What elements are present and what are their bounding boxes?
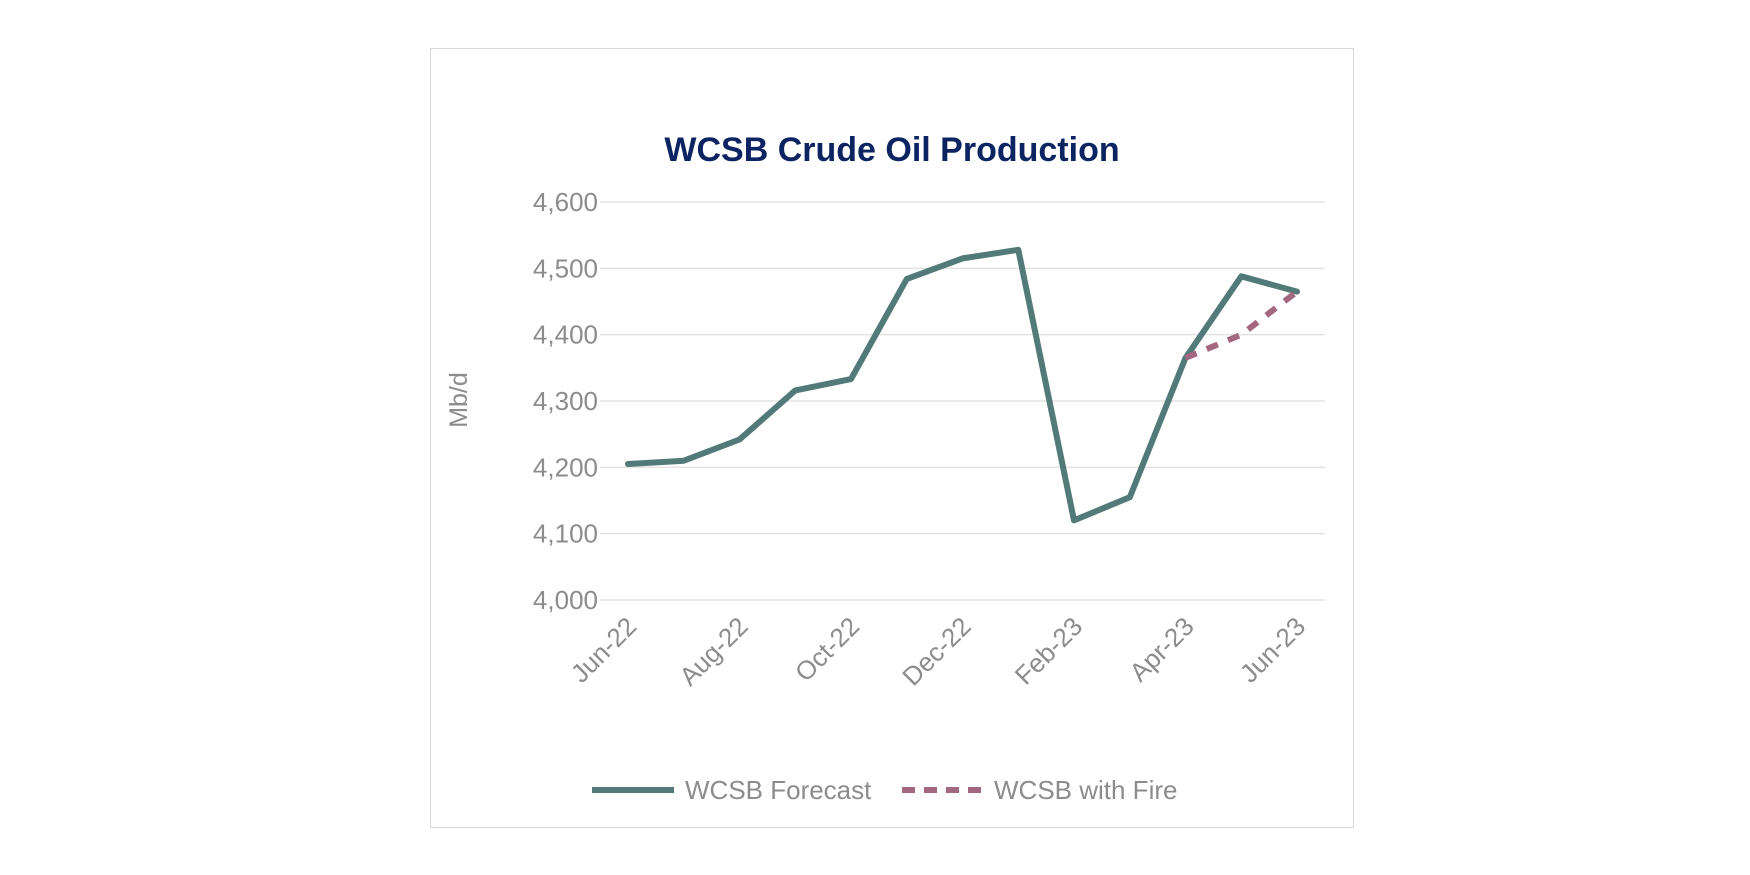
x-tick-label: Aug-22: [673, 611, 753, 691]
x-tick-label: Oct-22: [789, 611, 865, 687]
y-tick-label: 4,600: [533, 187, 598, 217]
legend: WCSB Forecast WCSB with Fire: [592, 775, 1177, 805]
series-lines: [625, 246, 1300, 524]
x-tick-label: Feb-23: [1009, 611, 1088, 690]
y-tick-label: 4,300: [533, 386, 598, 416]
chart-title: WCSB Crude Oil Production: [664, 131, 1120, 169]
y-tick-label: 4,200: [533, 452, 598, 482]
legend-label: WCSB with Fire: [994, 775, 1177, 805]
series-line-wcsb-with-fire: [1184, 289, 1299, 361]
x-tick-label: Apr-23: [1123, 611, 1199, 687]
y-tick-label: 4,000: [533, 585, 598, 615]
x-tick-label: Jun-22: [565, 611, 642, 688]
gridlines: [600, 201, 1325, 601]
y-tick-labels: 4,000 4,100 4,200 4,300 4,400 4,500 4,600: [533, 187, 598, 615]
y-tick-label: 4,500: [533, 253, 598, 283]
x-tick-labels: Jun-22 Aug-22 Oct-22 Dec-22 Feb-23 Apr-23 Jun-…: [565, 611, 1311, 691]
y-tick-label: 4,400: [533, 320, 598, 350]
chart-frame: WCSB Crude Oil Production: [430, 48, 1354, 828]
legend-label: WCSB Forecast: [685, 775, 872, 805]
x-tick-label: Jun-23: [1234, 611, 1311, 688]
y-tick-label: 4,100: [533, 519, 598, 549]
x-tick-label: Dec-22: [896, 611, 976, 691]
series-line-wcsb-forecast: [625, 246, 1300, 524]
y-axis-title: Mb/d: [445, 372, 473, 428]
